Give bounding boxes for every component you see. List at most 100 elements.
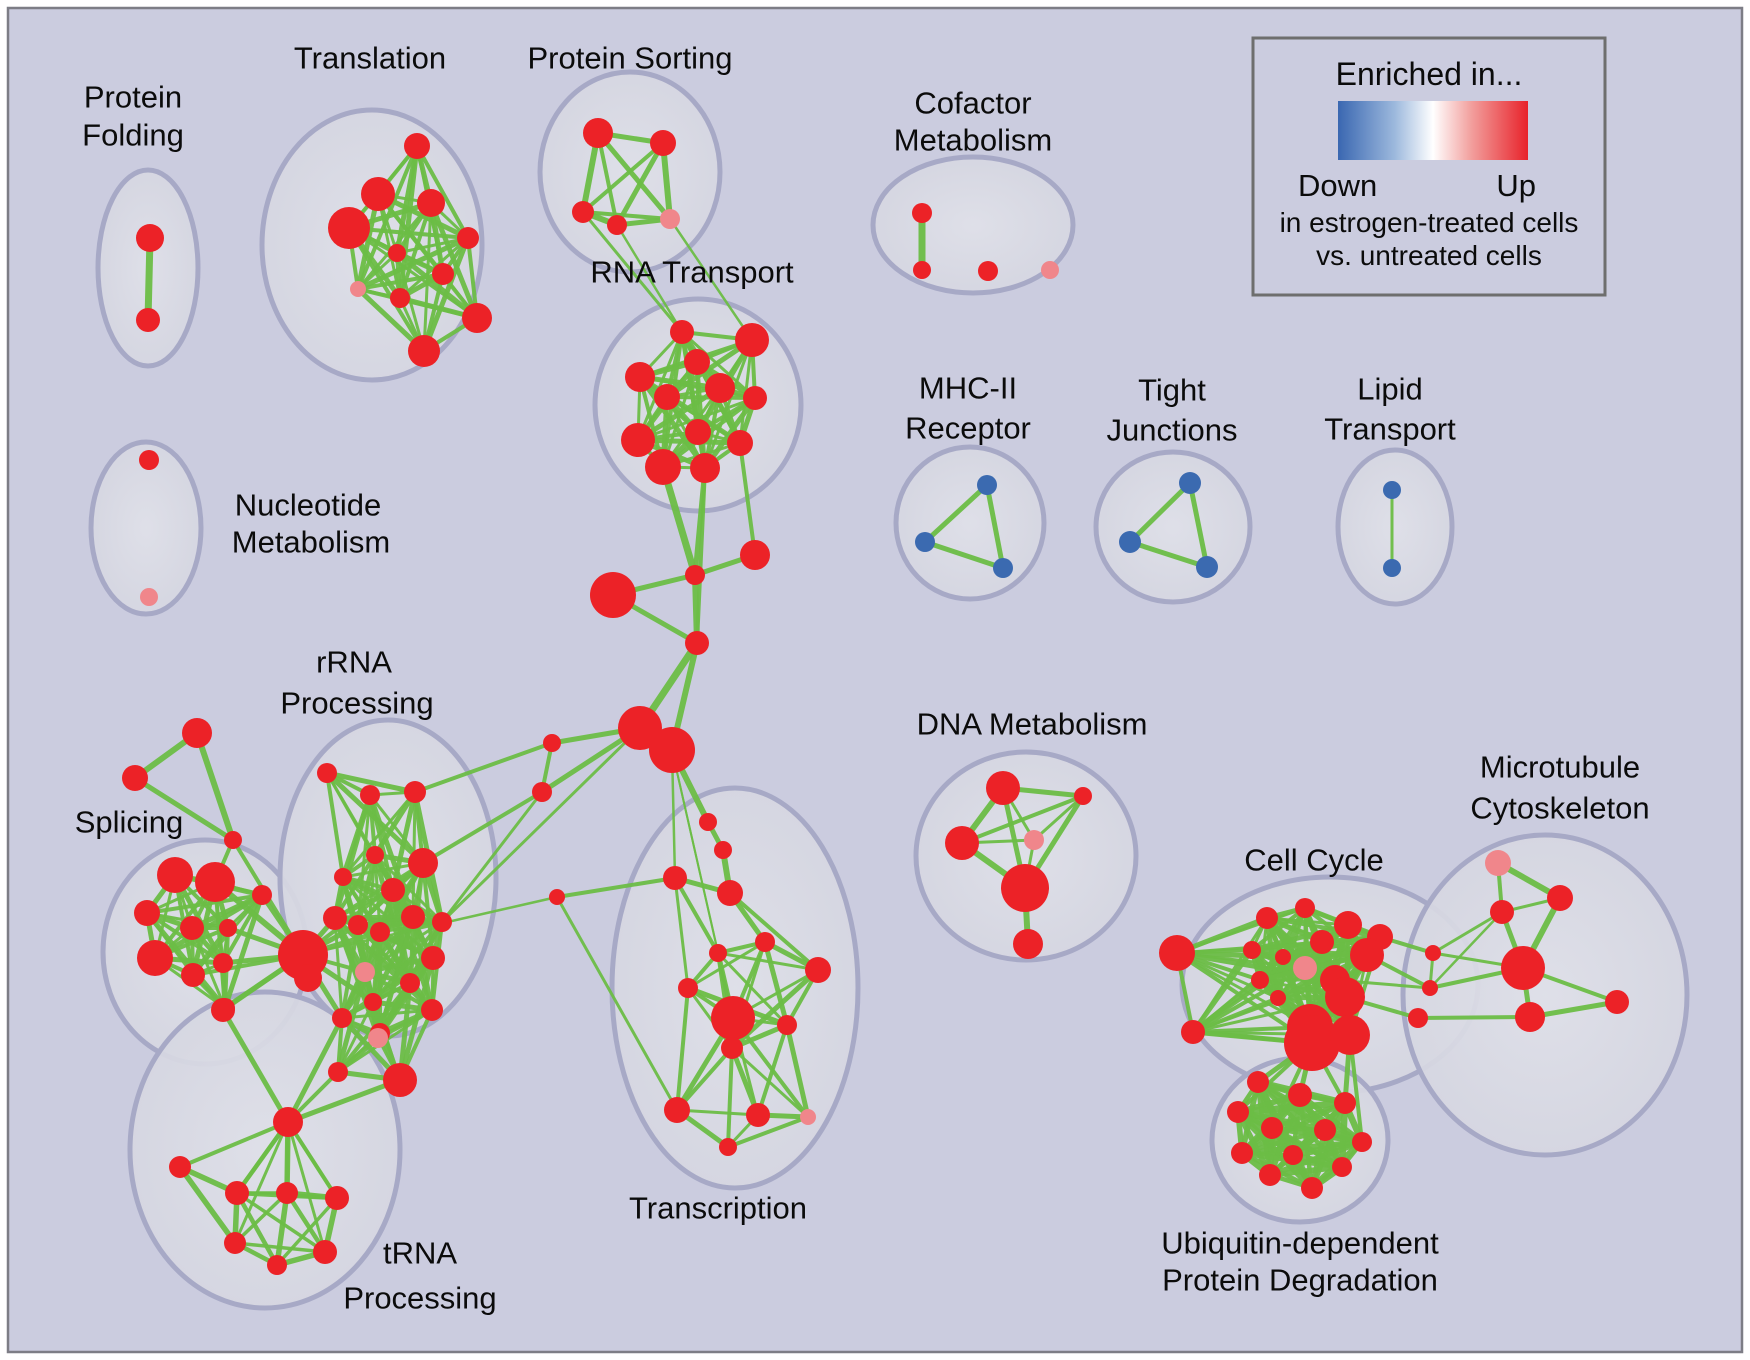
edge-transcription	[675, 1046, 734, 1112]
node-protein-sorting	[583, 118, 613, 148]
node-cell-cycle	[1251, 971, 1269, 989]
edge-rna-transport	[636, 396, 757, 442]
cluster-label-tight-junctions: Junctions	[1107, 413, 1238, 448]
edge-cell-cycle	[1175, 951, 1280, 1000]
edge-translation	[394, 250, 480, 321]
node-translation	[328, 207, 370, 249]
node-rrna-processing	[332, 1008, 352, 1028]
node-rna-transport	[654, 384, 680, 410]
edge-cross-link	[668, 217, 754, 342]
edge-trna-processing	[275, 1196, 339, 1267]
node-rna-transport	[685, 419, 711, 445]
node-rna-transport	[625, 362, 655, 392]
node-transcription	[805, 957, 831, 983]
node-rrna-processing	[381, 878, 405, 902]
edge-cross-link	[220, 1007, 291, 1125]
edge-cross-link	[440, 726, 642, 924]
node-splicing	[252, 885, 272, 905]
edge-mhc-ii-receptor	[984, 482, 1006, 571]
edge-cross-link	[728, 891, 820, 972]
cluster-label-nucleotide-metabolism: Metabolism	[232, 525, 391, 560]
node-translation	[404, 133, 430, 159]
cluster-label-rna-transport: RNA Transport	[590, 255, 794, 290]
cluster-label-splicing: Splicing	[75, 805, 184, 840]
node-hub-connectors	[717, 880, 743, 906]
node-hub-connectors	[590, 572, 636, 618]
node-tight-junctions	[1119, 531, 1141, 553]
node-transcription	[777, 1015, 797, 1035]
edge-cell-cycle	[1190, 977, 1263, 1035]
legend-up-label: Up	[1496, 168, 1536, 203]
node-cell-cycle	[1293, 956, 1317, 980]
cluster-ellipse-mhc-ii-receptor	[893, 444, 1047, 602]
edge-microtubule-cytoskeleton	[1431, 910, 1504, 955]
node-hub-connectors	[532, 782, 552, 802]
edge-splicing-triangle	[132, 775, 236, 843]
edge-dna-metabolism	[960, 794, 1085, 845]
node-microtubule-cytoskeleton	[1547, 885, 1573, 911]
cluster-label-cofactor-metabolism: Cofactor	[914, 86, 1031, 121]
node-rrna-processing	[317, 763, 337, 783]
node-hub-connectors	[618, 706, 662, 750]
edge-cross-link	[581, 210, 684, 334]
node-rrna-processing	[421, 946, 445, 970]
node-nucleotide-metabolism	[140, 588, 158, 606]
node-ubiquitin-degradation	[1259, 1164, 1281, 1186]
node-transcription	[711, 996, 755, 1040]
node-translation	[388, 244, 406, 262]
node-trna-processing	[267, 1255, 287, 1275]
edge-transcription	[726, 1115, 810, 1149]
cluster-ellipse-lipid-transport	[1335, 447, 1455, 607]
network-nodes-layer	[122, 118, 1629, 1275]
edge-trna-processing	[177, 1164, 238, 1246]
node-ubiquitin-degradation	[1332, 1157, 1352, 1177]
edge-protein-sorting	[595, 130, 673, 222]
node-ubiquitin-degradation	[1288, 1083, 1312, 1107]
node-trna-processing	[169, 1156, 191, 1178]
node-rna-transport	[735, 323, 769, 357]
edge-hub-connectors	[555, 876, 677, 899]
edge-protein-sorting	[596, 131, 619, 227]
legend-border	[1251, 36, 1607, 297]
cluster-label-trna-processing: Processing	[343, 1281, 496, 1316]
node-rna-transport	[621, 423, 655, 457]
node-trna-processing	[325, 1186, 349, 1210]
edge-rrna-processing	[324, 770, 418, 795]
node-dna-metabolism	[1074, 787, 1092, 805]
edge-transcription	[686, 940, 767, 990]
legend-down-label: Down	[1298, 168, 1377, 203]
node-microtubule-cytoskeleton	[1515, 1002, 1545, 1032]
node-rna-transport	[690, 453, 720, 483]
edge-cross-link	[673, 876, 690, 990]
edge-transcription	[756, 1023, 789, 1117]
node-cell-cycle	[1270, 990, 1286, 1006]
node-cell-cycle	[1334, 911, 1362, 939]
node-translation	[350, 281, 366, 297]
node-trna-processing	[225, 1181, 249, 1205]
node-cell-cycle	[1243, 941, 1261, 959]
edge-protein-sorting	[614, 140, 666, 228]
node-hub-connectors	[699, 813, 717, 831]
node-transcription	[755, 932, 775, 952]
edge-cross-link	[555, 895, 679, 1112]
node-transcription	[746, 1103, 770, 1127]
node-rna-transport	[705, 373, 735, 403]
node-trna-processing	[313, 1240, 337, 1264]
node-rrna-processing	[370, 922, 390, 942]
edge-tight-junctions	[1127, 539, 1210, 570]
cluster-label-microtubule-cytoskeleton: Cytoskeleton	[1470, 791, 1649, 826]
cluster-label-lipid-transport: Lipid	[1357, 372, 1423, 407]
node-splicing	[213, 953, 233, 973]
edge-transcription	[726, 1046, 734, 1149]
edge-cross-link	[286, 1120, 327, 1254]
node-microtubule-cytoskeleton	[1408, 1008, 1428, 1028]
edge-cell-cycle	[1190, 947, 1255, 1035]
node-mhc-ii-receptor	[915, 532, 935, 552]
node-mhc-ii-receptor	[993, 558, 1013, 578]
cluster-label-protein-sorting: Protein Sorting	[527, 41, 732, 76]
node-cofactor-metabolism	[1041, 261, 1059, 279]
node-rrna-processing	[383, 1063, 417, 1097]
edge-rrna-processing	[341, 790, 417, 879]
node-ubiquitin-degradation	[1261, 1117, 1283, 1139]
node-ubiquitin-degradation	[1314, 1119, 1336, 1141]
